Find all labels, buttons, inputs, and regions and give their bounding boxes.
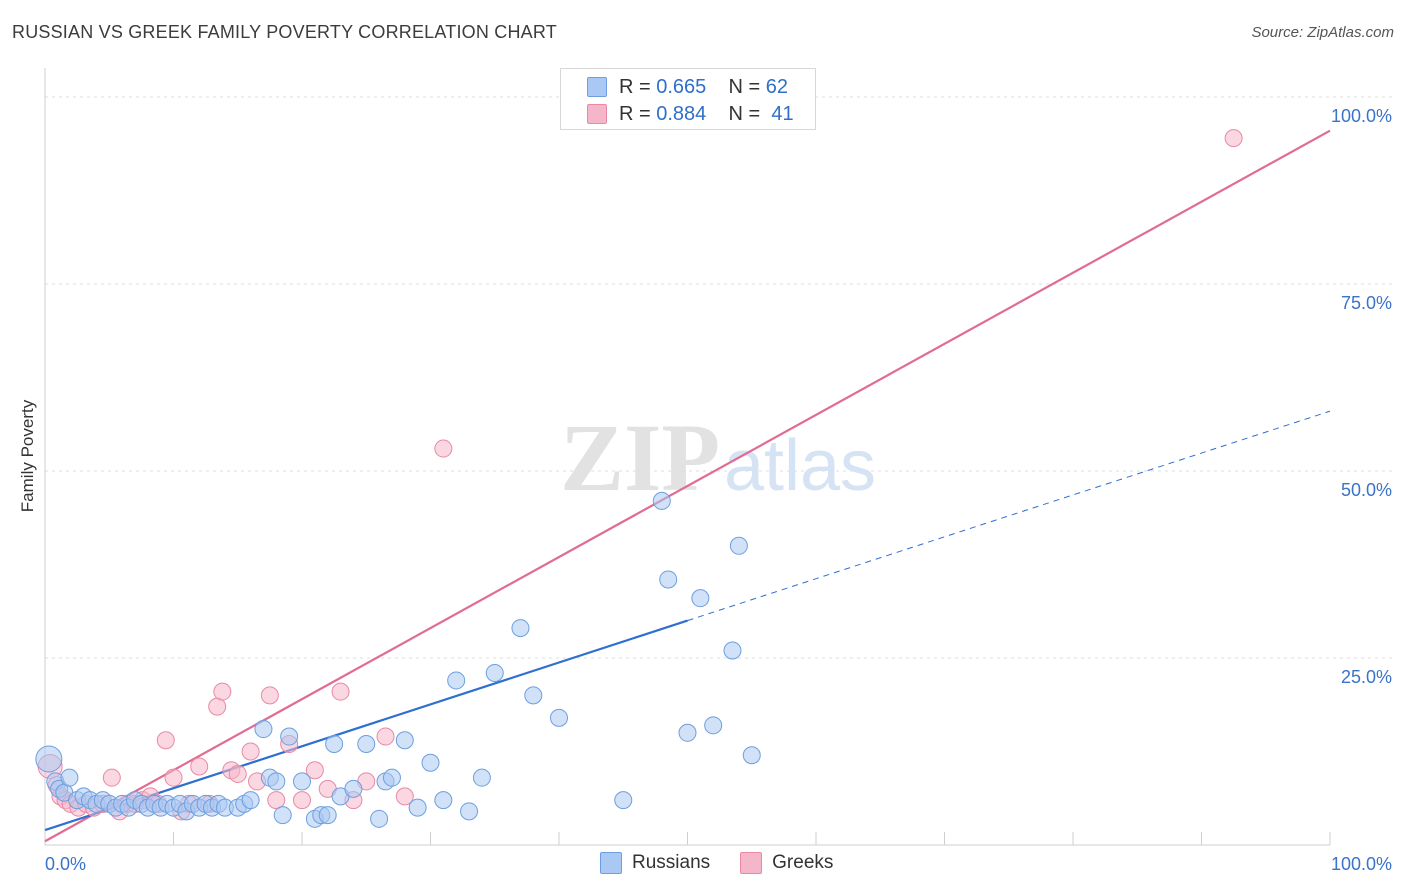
greeks-point [267, 791, 286, 810]
russians-point [659, 570, 678, 589]
legend-n-label: N = [728, 75, 761, 98]
russians-point [357, 735, 376, 754]
greeks-point [208, 697, 227, 716]
greeks-point [305, 761, 324, 780]
russians-point [729, 536, 748, 555]
russians-point [511, 619, 530, 638]
russians-point [273, 806, 292, 825]
russians-point [460, 802, 479, 821]
series-label-russians: Russians [632, 852, 711, 873]
legend-n-value: 62 [765, 75, 789, 98]
greeks-point [1224, 129, 1243, 148]
russians-point [550, 708, 568, 727]
russians-point [35, 745, 63, 773]
greeks-point [241, 742, 260, 761]
russians-point [267, 772, 286, 791]
russians-point [408, 798, 427, 817]
russians-point [652, 491, 671, 510]
legend-r-label: R = [619, 75, 651, 98]
greeks-point [164, 768, 183, 787]
y-tick-label: 75.0% [1341, 293, 1392, 313]
y-tick-label: 50.0% [1341, 480, 1392, 500]
greeks-point [331, 682, 350, 701]
russians-point [678, 723, 697, 742]
russians-point [293, 772, 311, 791]
greeks-point [213, 682, 232, 701]
russians-point [485, 663, 504, 682]
series-swatch-russians [600, 852, 622, 874]
greeks-point [156, 731, 175, 750]
greeks-point [376, 727, 395, 746]
legend-n-label: N = [728, 102, 761, 125]
greeks-point [260, 686, 279, 705]
legend-n-value: 41 [771, 102, 794, 125]
russians-point [241, 791, 260, 810]
legend-swatch-russians [587, 77, 607, 97]
y-tick-label: 25.0% [1341, 667, 1392, 687]
legend-swatch-greeks [587, 104, 607, 124]
series-legend: Russians Greeks [600, 852, 863, 874]
chart-title: RUSSIAN VS GREEK FAMILY POVERTY CORRELAT… [12, 22, 557, 42]
legend-r-value: 0.665 [656, 75, 707, 98]
russians-point [691, 589, 710, 608]
russians-point [325, 735, 344, 754]
russians-point [421, 753, 440, 772]
russians-trend-extension [687, 410, 1331, 622]
russians-point [382, 768, 401, 787]
x-tick-label: 100.0% [1331, 854, 1392, 874]
greeks-point [434, 439, 453, 458]
russians-point [395, 731, 414, 750]
legend-r-value: 0.884 [656, 102, 707, 125]
y-tick-label: 100.0% [1331, 106, 1392, 126]
russians-point [614, 791, 633, 810]
greeks-point [395, 787, 414, 806]
watermark-atlas: atlas [724, 426, 876, 506]
series-legend-russians[interactable]: Russians [600, 852, 710, 874]
russians-point [472, 768, 491, 787]
russians-points [35, 491, 761, 828]
watermark: ZIP atlas [560, 404, 876, 511]
stats-legend: R = 0.665 N = 62 R = 0.884 N = 41 [560, 68, 816, 130]
x-tick-label: 0.0% [45, 854, 86, 874]
watermark-zip: ZIP [560, 404, 720, 511]
series-label-greeks: Greeks [772, 852, 834, 873]
y-axis-label: Family Poverty [18, 399, 37, 513]
gridlines [45, 96, 1395, 659]
series-swatch-greeks [740, 852, 763, 874]
russians-point [344, 779, 363, 798]
russians-point [434, 791, 453, 810]
russians-point [254, 720, 273, 739]
legend-row-russians: R = 0.665 N = 62 [619, 74, 788, 100]
greeks-point [190, 757, 209, 776]
legend-r-label: R = [619, 102, 651, 125]
russians-point [280, 727, 299, 746]
russians-point [447, 671, 466, 690]
russians-point [742, 746, 761, 765]
russians-point [723, 641, 742, 660]
series-legend-greeks[interactable]: Greeks [740, 852, 833, 874]
russians-point [370, 809, 389, 828]
greeks-point [293, 791, 311, 810]
russians-point [704, 716, 723, 735]
tick-labels: 100.0% 75.0% 50.0% 25.0% 0.0% 100.0% [45, 106, 1392, 874]
chart-source: Source: ZipAtlas.com [1251, 24, 1394, 41]
axes [44, 68, 1331, 846]
russians-point [318, 806, 337, 825]
russians-point [524, 686, 543, 705]
greeks-point [228, 764, 247, 783]
russians-point [60, 768, 79, 787]
greeks-point [102, 768, 121, 787]
legend-row-greeks: R = 0.884 N = 41 [619, 101, 794, 127]
